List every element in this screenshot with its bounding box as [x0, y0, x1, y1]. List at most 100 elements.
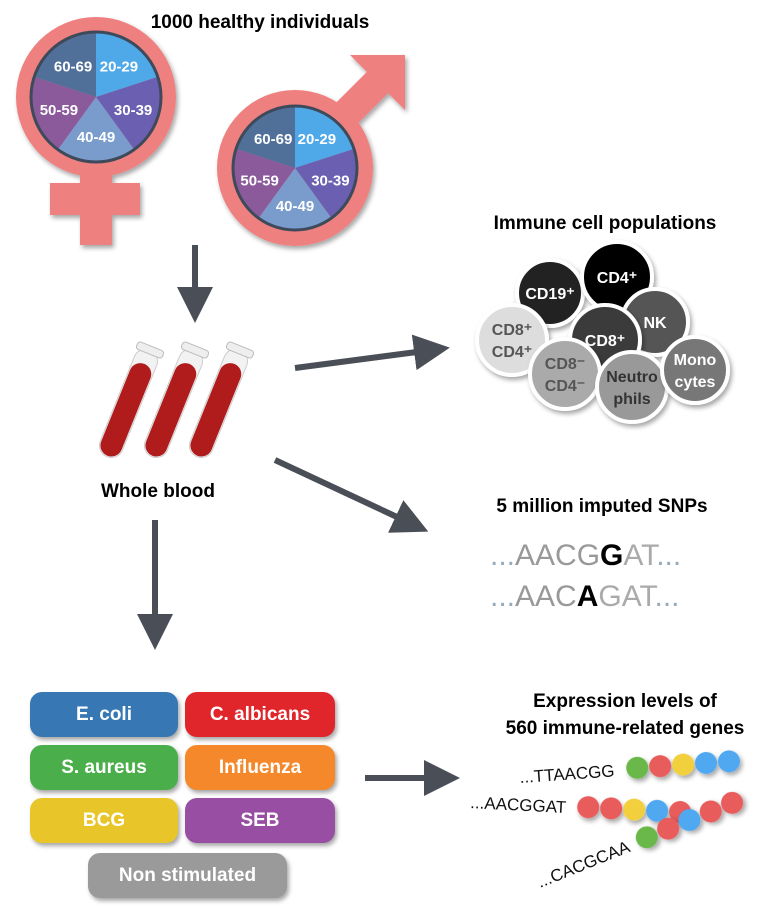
- cell-label: CD4⁻: [545, 378, 585, 395]
- tube-rim: [135, 341, 165, 359]
- whole-blood-label: Whole blood: [101, 481, 215, 502]
- pie-border: [231, 104, 359, 232]
- pie-slice: [258, 168, 332, 231]
- immune-cell: CD8⁻ CD4⁻: [528, 337, 602, 411]
- stimulus-bcg: BCG: [30, 798, 178, 843]
- stimulus-c-albicans: C. albicans: [185, 692, 335, 737]
- gene-sequence: ...AACGGAT: [470, 793, 567, 817]
- cell-label: CD19⁺: [525, 286, 574, 303]
- cell-circle: [528, 337, 602, 411]
- blood-tubes: [98, 341, 255, 458]
- snp-part: ...: [490, 539, 515, 572]
- expression-bead: [626, 756, 649, 779]
- snp-part: A: [577, 580, 599, 613]
- blood-tube: [188, 341, 255, 458]
- gene-sequence: ...CACGCAA: [534, 837, 633, 892]
- snp-part: ...: [490, 580, 515, 613]
- immune-cell-cluster: CD19⁺CD4⁺NKCD8⁺CD4⁺CD8⁺CD8⁻CD4⁻Neutrophi…: [475, 240, 730, 424]
- stimulus-s-aureus: S. aureus: [30, 745, 178, 790]
- age-group-label: 30-39: [311, 172, 349, 189]
- snps-title: 5 million imputed SNPs: [496, 496, 707, 517]
- blood-tube: [98, 341, 165, 458]
- expression-title-2: 560 immune-related genes: [506, 718, 745, 739]
- female-crossbar: [50, 183, 140, 215]
- tube-rim: [180, 341, 210, 359]
- snp-part: AACG: [515, 539, 600, 572]
- expression-bead: [695, 751, 718, 774]
- cell-label: cytes: [675, 374, 716, 391]
- snp-sequences: ...AACGGAT......AACAGAT...: [490, 539, 681, 613]
- cell-label: CD4⁺: [492, 344, 532, 361]
- flow-arrows: [137, 245, 460, 796]
- male-age-pie: 20-29 30-39 40-49 50-59 60-69: [231, 104, 359, 232]
- stimulus-seb: SEB: [185, 798, 335, 843]
- expression-bead: [657, 817, 680, 840]
- cell-label: Neutro: [606, 369, 658, 386]
- stimulus-e-coli: E. coli: [30, 692, 178, 737]
- cell-circle: [515, 258, 585, 328]
- expression-bead: [721, 791, 744, 814]
- snp-part: AT: [623, 539, 659, 572]
- snp-sequence: ...AACGGAT...: [490, 539, 681, 572]
- male-arrowhead: [350, 55, 405, 110]
- age-group-label: 40-49: [77, 129, 115, 146]
- immune-cell: Mono cytes: [660, 335, 730, 405]
- blood-tube: [143, 341, 210, 458]
- snp-part: ...: [655, 580, 680, 613]
- age-group-label: 30-39: [114, 102, 152, 119]
- cell-label: CD8⁺: [492, 322, 532, 339]
- pie-slice: [295, 106, 354, 168]
- tube-blood: [190, 363, 242, 457]
- pie-slice: [34, 32, 96, 97]
- cell-circle: [595, 350, 669, 424]
- age-group-label: 20-29: [298, 131, 336, 148]
- cell-label: NK: [643, 315, 667, 332]
- cell-label: CD8⁻: [545, 356, 585, 373]
- age-group-label: 60-69: [54, 58, 92, 75]
- pie-slice: [57, 97, 135, 163]
- stimulus-influenza: Influenza: [185, 745, 335, 790]
- age-group-label: 50-59: [240, 172, 278, 189]
- cell-label: Mono: [674, 352, 717, 369]
- age-group-label: 40-49: [276, 198, 314, 215]
- snp-part: GAT: [598, 580, 657, 613]
- expression-bead: [600, 797, 623, 820]
- pie-slice: [233, 148, 295, 219]
- expression-row: ...TTAACGG: [519, 750, 741, 787]
- snp-part: G: [600, 539, 623, 572]
- age-group-label: 50-59: [40, 102, 78, 119]
- expression-bead: [699, 800, 722, 823]
- age-group-label: 60-69: [254, 131, 292, 148]
- expression-bead: [678, 809, 701, 832]
- expression-bead: [649, 755, 672, 778]
- cell-label: CD8⁺: [585, 333, 625, 350]
- tube-blood: [145, 363, 197, 457]
- expression-bead: [646, 799, 669, 822]
- snp-part: AAC: [515, 580, 577, 613]
- cell-label: CD4⁺: [597, 270, 637, 287]
- expression-bead: [623, 798, 646, 821]
- pie-slice: [295, 148, 357, 219]
- stimulus-non-stimulated: Non stimulated: [88, 853, 287, 898]
- cell-circle: [660, 335, 730, 405]
- tube-rim: [225, 341, 255, 359]
- female-age-pie: 20-29 30-39 40-49 50-59 60-69: [29, 30, 163, 164]
- tube-blood: [100, 363, 152, 457]
- expression-bead: [718, 750, 741, 773]
- immune-cell: CD8⁺ CD4⁺: [475, 303, 549, 377]
- cohort-title: 1000 healthy individuals: [151, 12, 370, 33]
- immune-cell: Neutro phils: [595, 350, 669, 424]
- expression-bead: [635, 826, 658, 849]
- expression-row: ...AACGGAT: [470, 793, 692, 824]
- pie-slice: [236, 106, 295, 168]
- gene-sequence: ...TTAACGG: [519, 761, 615, 787]
- pie-border: [29, 30, 163, 164]
- immune-title: Immune cell populations: [494, 213, 717, 234]
- expression-bead: [577, 796, 600, 819]
- pie-slice: [31, 76, 97, 150]
- snp-part: ...: [656, 539, 681, 572]
- arrow-blood-to-cells: [294, 334, 450, 371]
- cell-label: phils: [613, 391, 650, 408]
